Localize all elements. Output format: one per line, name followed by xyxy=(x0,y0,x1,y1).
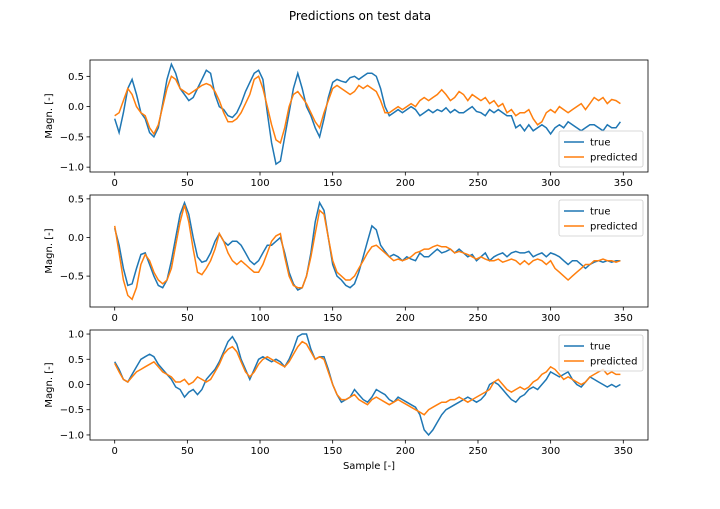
x-tick-label: 50 xyxy=(181,446,194,457)
y-tick-label: −0.5 xyxy=(60,272,84,283)
legend: true predicted xyxy=(558,334,644,372)
x-tick-label: 300 xyxy=(541,178,560,189)
series-line-true xyxy=(113,200,621,291)
x-tick-label: 350 xyxy=(614,446,633,457)
legend-label-true: true xyxy=(590,138,611,149)
x-tick-label: 150 xyxy=(323,446,342,457)
series-line-predicted xyxy=(114,75,621,145)
x-tick-label: 50 xyxy=(181,313,194,324)
x-tick-label: 350 xyxy=(614,178,633,189)
y-tick-label: −0.5 xyxy=(60,132,84,143)
x-tick-label: 200 xyxy=(396,446,415,457)
legend: true predicted xyxy=(558,130,644,168)
y-axis-label: Magn. [-] xyxy=(44,93,55,138)
series-line-true xyxy=(113,62,622,166)
x-tick-label: 150 xyxy=(323,178,342,189)
y-tick-label: 0.0 xyxy=(68,380,84,391)
y-axis-label: Magn. [-] xyxy=(44,362,55,407)
x-tick-label: 250 xyxy=(468,446,487,457)
x-tick-label: 200 xyxy=(396,178,415,189)
legend-label-predicted: predicted xyxy=(590,357,637,368)
legend-label-true: true xyxy=(590,342,611,353)
legend-box xyxy=(558,130,644,168)
y-tick-label: −1.0 xyxy=(60,430,84,441)
x-tick-label: 0 xyxy=(112,313,118,324)
series-line-predicted xyxy=(114,340,621,416)
subplot-2: 0 50 100 150 200 250 300 350 0.5 0.0 −0.5 Magn. [-]… xyxy=(44,194,649,324)
x-tick-label: 100 xyxy=(250,313,269,324)
subplot-3: 0 50 100 150 200 250 300 350 1.0 0.5 0.0 −0.5 −1.0 Ma… xyxy=(44,329,649,472)
x-tick-label: 150 xyxy=(323,313,342,324)
x-tick-label: 0 xyxy=(112,178,118,189)
y-tick-label: 0.0 xyxy=(68,102,84,113)
y-tick-label: −1.0 xyxy=(60,163,84,174)
y-tick-label: 0.5 xyxy=(68,72,84,83)
x-tick-label: 200 xyxy=(396,313,415,324)
legend-box xyxy=(558,199,644,237)
legend-label-true: true xyxy=(590,207,611,218)
y-tick-label: 0.0 xyxy=(68,233,84,244)
x-axis-label: Sample [-] xyxy=(343,461,395,472)
legend-box xyxy=(558,334,644,372)
x-tick-label: 250 xyxy=(468,313,487,324)
series-line-predicted xyxy=(113,204,621,301)
legend-label-predicted: predicted xyxy=(590,222,637,233)
y-tick-label: 0.5 xyxy=(68,355,84,366)
figure-title: Predictions on test data xyxy=(289,9,431,23)
x-tick-label: 100 xyxy=(250,446,269,457)
axes-frame xyxy=(89,329,649,441)
x-tick-label: 300 xyxy=(541,313,560,324)
x-tick-label: 300 xyxy=(541,446,560,457)
subplot-1: 0 50 100 150 200 250 300 350 0.5 0.0 −0.5 −1.0 Magn.… xyxy=(44,59,649,189)
x-tick-label: 0 xyxy=(112,446,118,457)
y-tick-label: −0.5 xyxy=(60,405,84,416)
axes-frame xyxy=(89,194,649,308)
y-tick-label: 0.5 xyxy=(68,194,84,205)
legend: true predicted xyxy=(558,199,644,237)
y-axis-label: Magn. [-] xyxy=(44,228,55,273)
legend-label-predicted: predicted xyxy=(590,153,637,164)
y-tick-label: 1.0 xyxy=(68,330,84,341)
x-tick-label: 50 xyxy=(181,178,194,189)
x-tick-label: 100 xyxy=(250,178,269,189)
series-line-true xyxy=(114,333,621,437)
axes-frame xyxy=(89,59,649,173)
x-tick-label: 350 xyxy=(614,313,633,324)
x-tick-label: 250 xyxy=(468,178,487,189)
